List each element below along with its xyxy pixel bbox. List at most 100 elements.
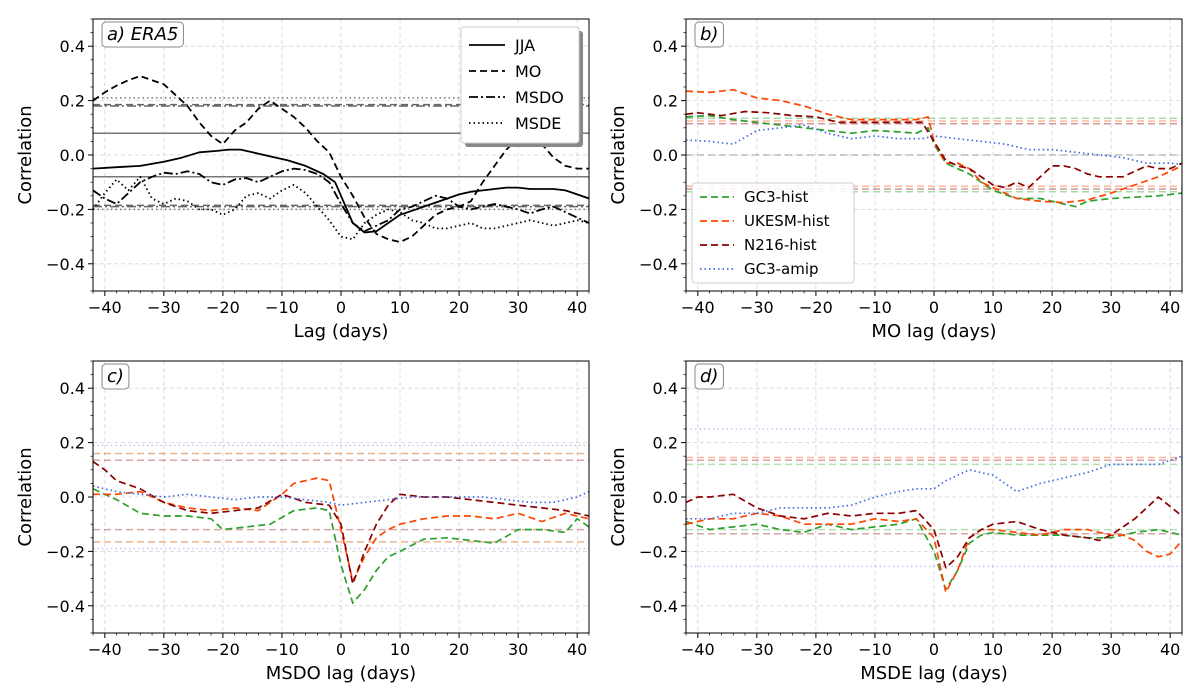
x-tick-label: 20 bbox=[1042, 298, 1062, 317]
x-tick-label: −30 bbox=[740, 640, 774, 659]
x-tick-label: −30 bbox=[147, 298, 181, 317]
x-tick-label: −20 bbox=[799, 298, 833, 317]
series-group bbox=[93, 75, 589, 243]
panel-label-box bbox=[101, 21, 184, 48]
y-tick-label: −0.2 bbox=[46, 542, 85, 561]
y-tick-label: −0.2 bbox=[639, 200, 678, 219]
y-axis-label: Correlation bbox=[15, 105, 36, 204]
series-line-n216-hist bbox=[686, 110, 1182, 189]
series-line-gc3-amip bbox=[93, 485, 589, 507]
series-group bbox=[686, 455, 1182, 594]
x-tick-label: 0 bbox=[929, 298, 939, 317]
x-tick-label: −10 bbox=[265, 298, 299, 317]
series-group bbox=[686, 88, 1182, 208]
panel-label: c) bbox=[107, 366, 124, 387]
series-line-ukesm-hist bbox=[686, 88, 1182, 204]
panel-label-box bbox=[694, 363, 724, 390]
x-axis-label: MSDE lag (days) bbox=[860, 663, 1008, 684]
x-tick-label: −10 bbox=[265, 640, 299, 659]
x-tick-label: −10 bbox=[858, 640, 892, 659]
y-axis-label: Correlation bbox=[608, 105, 629, 204]
panel-3: −40 −30 −20 −10 0 10 20 30 40 −0.4 −0.2 0.0 0.2 0.4 MS… bbox=[608, 360, 1183, 684]
x-axis-label: MSDO lag (days) bbox=[266, 663, 416, 684]
legend-label: N216-hist bbox=[744, 236, 817, 254]
x-tick-label: −40 bbox=[88, 640, 122, 659]
y-tick-label: −0.4 bbox=[639, 255, 678, 274]
panel-2: −40 −30 −20 −10 0 10 20 30 40 −0.4 −0.2 0.0 0.2 0.4 MS… bbox=[15, 360, 590, 684]
y-tick-label: −0.4 bbox=[46, 597, 85, 616]
y-tick-label: −0.4 bbox=[639, 597, 678, 616]
series-line-gc3-hist bbox=[93, 488, 589, 604]
x-tick-label: 10 bbox=[983, 640, 1003, 659]
y-tick-label: 0.4 bbox=[653, 37, 678, 56]
x-tick-label: 30 bbox=[508, 640, 528, 659]
x-tick-label: 40 bbox=[1160, 640, 1180, 659]
panel-label: d) bbox=[700, 366, 718, 387]
x-tick-label: −20 bbox=[206, 298, 240, 317]
legend-label: JJA bbox=[514, 36, 535, 55]
x-tick-label: 0 bbox=[929, 640, 939, 659]
panel-1: −40 −30 −20 −10 0 10 20 30 40 −0.4 −0.2 0.0 0.2 0.4 MO… bbox=[608, 18, 1183, 342]
y-tick-label: 0.2 bbox=[653, 434, 678, 453]
x-tick-label: 0 bbox=[336, 640, 346, 659]
series-line-gc3-amip bbox=[686, 124, 1182, 166]
panel-label: a) ERA5 bbox=[107, 24, 178, 45]
grid bbox=[93, 361, 589, 633]
x-tick-label: 20 bbox=[1042, 640, 1062, 659]
y-axis-label: Correlation bbox=[608, 447, 629, 546]
reference-lines bbox=[93, 444, 589, 550]
y-tick-label: 0.2 bbox=[60, 434, 85, 453]
panel-label-box bbox=[101, 363, 130, 390]
x-tick-label: −40 bbox=[681, 298, 715, 317]
series-line-ukesm-hist bbox=[686, 512, 1182, 594]
legend-label: MO bbox=[515, 62, 541, 81]
x-tick-label: 40 bbox=[567, 298, 587, 317]
y-tick-label: 0.0 bbox=[60, 146, 85, 165]
x-tick-label: −10 bbox=[858, 298, 892, 317]
y-tick-label: 0.4 bbox=[60, 37, 85, 56]
y-tick-label: 0.2 bbox=[60, 92, 85, 111]
legend: GC3-hist UKESM-hist N216-hist GC3-amip bbox=[691, 182, 855, 284]
series-line-gc3-hist bbox=[686, 114, 1182, 208]
x-tick-label: 10 bbox=[983, 298, 1003, 317]
series-line-ukesm-hist bbox=[93, 477, 589, 583]
legend-label: MSDO bbox=[515, 88, 564, 107]
y-tick-label: −0.2 bbox=[46, 200, 85, 219]
x-tick-label: −30 bbox=[147, 640, 181, 659]
y-tick-label: 0.0 bbox=[653, 146, 678, 165]
series-line-n216-hist bbox=[686, 493, 1182, 569]
legend-box bbox=[460, 26, 580, 144]
legend-label: MSDE bbox=[515, 114, 561, 133]
x-tick-label: 20 bbox=[449, 298, 469, 317]
x-tick-label: −40 bbox=[681, 640, 715, 659]
x-tick-label: −30 bbox=[740, 298, 774, 317]
series-line-msdo bbox=[93, 167, 589, 233]
legend-box bbox=[691, 182, 855, 284]
series-line-n216-hist bbox=[93, 460, 589, 585]
y-tick-label: 0.0 bbox=[60, 488, 85, 507]
panel-label: b) bbox=[700, 24, 718, 45]
legend-label: GC3-hist bbox=[744, 188, 809, 206]
x-tick-label: −20 bbox=[206, 640, 240, 659]
y-tick-label: 0.0 bbox=[653, 488, 678, 507]
x-tick-label: 10 bbox=[390, 640, 410, 659]
x-tick-label: 0 bbox=[336, 298, 346, 317]
reference-lines bbox=[686, 428, 1182, 568]
x-tick-label: 30 bbox=[1101, 298, 1121, 317]
panel-0: −40 −30 −20 −10 0 10 20 30 40 −0.4 −0.2 0.0 0.2 0.4 La… bbox=[15, 18, 590, 342]
series-line-jja bbox=[93, 148, 589, 234]
y-tick-label: 0.2 bbox=[653, 92, 678, 111]
legend: JJA MO MSDO MSDE bbox=[460, 26, 583, 147]
legend-label: UKESM-hist bbox=[744, 212, 830, 230]
series-line-mo bbox=[93, 75, 589, 243]
y-axis-label: Correlation bbox=[15, 447, 36, 546]
legend-label: GC3-amip bbox=[744, 260, 819, 278]
y-tick-label: 0.4 bbox=[653, 379, 678, 398]
grid bbox=[686, 361, 1182, 633]
x-axis-label: Lag (days) bbox=[294, 321, 389, 342]
y-tick-label: −0.4 bbox=[46, 255, 85, 274]
x-tick-label: 40 bbox=[567, 640, 587, 659]
y-tick-label: −0.2 bbox=[639, 542, 678, 561]
series-group bbox=[93, 460, 589, 604]
